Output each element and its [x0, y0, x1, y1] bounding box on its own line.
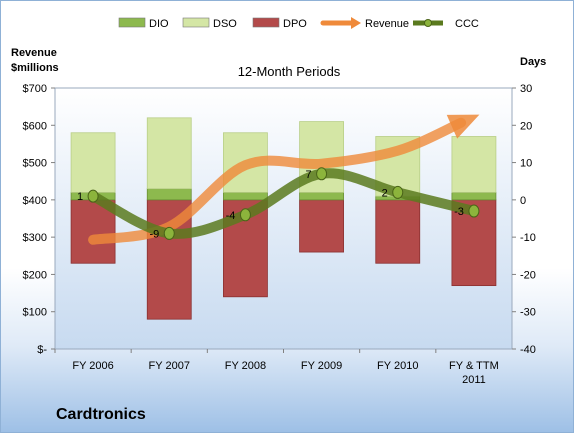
left-tick-label: $300	[23, 232, 47, 244]
left-tick-label: $200	[23, 269, 47, 281]
category-label: FY 2010	[377, 360, 418, 372]
bar-dio	[223, 191, 268, 201]
legend-label: DIO	[149, 18, 169, 30]
ccc-data-label: -4	[226, 210, 236, 222]
chart-title: 12-Month Periods	[238, 64, 341, 79]
revenue-arrowhead	[446, 114, 480, 139]
right-axis-title: Days	[520, 56, 546, 68]
legend-item-dio: DIO	[118, 17, 169, 30]
category-label: FY 2009	[301, 360, 342, 372]
left-tick-label: $500	[23, 158, 47, 170]
right-tick-label: -40	[520, 344, 536, 356]
right-tick-label: -10	[520, 232, 536, 244]
ccc-data-label: 7	[305, 169, 311, 181]
left-axis-title-line1: Revenue	[11, 47, 57, 59]
right-tick-label: -30	[520, 307, 536, 319]
bar-dio	[146, 188, 192, 201]
ccc-marker	[468, 204, 480, 218]
right-tick-label: -20	[520, 269, 536, 281]
left-tick-label: $-	[37, 344, 47, 356]
category-label: FY 2006	[72, 360, 113, 372]
ccc-marker	[239, 208, 251, 222]
ccc-data-label: 1	[77, 191, 83, 203]
right-tick-label: 20	[520, 120, 532, 132]
bar-dso	[451, 136, 497, 193]
legend-swatch	[252, 17, 280, 28]
company-name: Cardtronics	[56, 406, 146, 423]
ccc-marker	[392, 185, 404, 199]
ccc-marker	[87, 189, 99, 203]
ccc-data-label: -9	[149, 228, 159, 240]
ccc-data-label: -3	[454, 206, 464, 218]
legend-swatch-arrowhead	[351, 17, 361, 29]
legend-swatch-marker	[424, 19, 432, 27]
right-tick-label: 0	[520, 195, 526, 207]
bar-dio	[451, 191, 497, 201]
bar-dpo	[375, 199, 421, 264]
category-label-line2: 2011	[462, 374, 486, 386]
legend-item-dpo: DPO	[252, 17, 307, 30]
ccc-marker	[316, 167, 328, 181]
bar-dso	[70, 132, 116, 193]
right-tick-label: 30	[520, 83, 532, 95]
left-tick-label: $100	[23, 307, 47, 319]
bar-dpo	[299, 199, 344, 253]
bar-dio	[299, 191, 344, 201]
category-label: FY & TTM	[449, 360, 499, 372]
legend-label: CCC	[455, 18, 479, 30]
left-tick-label: $600	[23, 120, 47, 132]
legend-item-dso: DSO	[182, 17, 237, 30]
legend-swatch	[182, 17, 210, 28]
bar-dso	[146, 117, 192, 190]
category-label: FY 2007	[149, 360, 190, 372]
legend-item-ccc: CCC	[413, 18, 479, 30]
ccc-marker	[163, 226, 175, 240]
legend-label: DPO	[283, 18, 307, 30]
left-tick-label: $700	[23, 83, 47, 95]
left-tick-label: $400	[23, 195, 47, 207]
legend-item-revenue: Revenue	[320, 17, 409, 30]
left-axis-title-line2: $millions	[11, 62, 59, 74]
legend-swatch	[118, 17, 146, 28]
category-label: FY 2008	[225, 360, 266, 372]
legend-label: DSO	[213, 18, 237, 30]
right-tick-label: 10	[520, 158, 532, 170]
ccc-data-label: 2	[382, 187, 388, 199]
legend-label: Revenue	[365, 18, 409, 30]
